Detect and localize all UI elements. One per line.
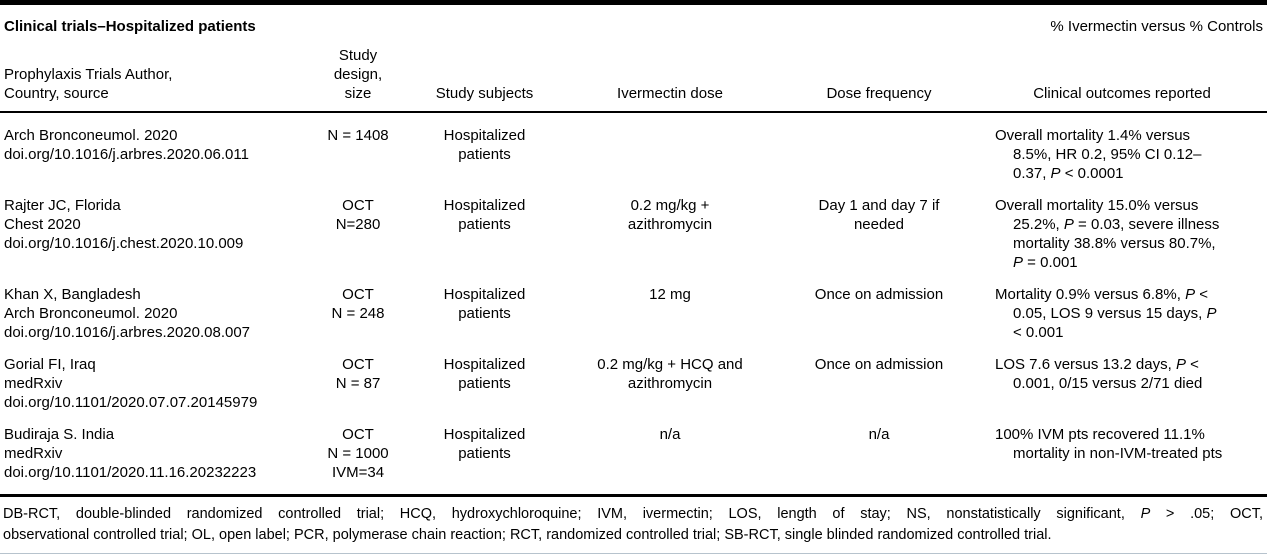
frequency-cell: Once on admission [814, 286, 944, 303]
page-edge-line [0, 553, 1267, 554]
outcomes-cell: Overall mortality 1.4% versus 8.5%, HR 0… [995, 127, 1202, 182]
dose-cell [561, 112, 779, 183]
dose-cell: 12 mg [649, 286, 691, 303]
outcomes-cell: 100% IVM pts recovered 11.1% mortality i… [979, 412, 1267, 497]
column-header-study-design-size: Study design, size [308, 36, 408, 113]
frequency-cell: n/a [779, 412, 979, 497]
study-row-khan: Khan X, Bangladesh Arch Bronconeumol. 20… [0, 272, 1267, 342]
design-cell: OCT N = 248 [331, 286, 385, 322]
source-cell: Budiraja S. India medRxiv doi.org/10.110… [0, 412, 308, 497]
outcomes-cell: Mortality 0.9% versus 6.8%, P < 0.05, LO… [995, 286, 1217, 341]
column-header-author-source: Prophylaxis Trials Author, Country, sour… [0, 36, 308, 113]
subjects-cell: Hospitalized patients [443, 197, 526, 233]
dose-cell: 0.2 mg/kg + HCQ and azithromycin [597, 356, 743, 392]
study-row-gorial: Gorial FI, Iraq medRxiv doi.org/10.1101/… [0, 342, 1267, 412]
footnote-line: observational controlled trial; OL, open… [3, 527, 1052, 543]
column-header-clinical-outcomes: Clinical outcomes reported [979, 36, 1267, 113]
source-cell: Khan X, Bangladesh Arch Bronconeumol. 20… [4, 286, 251, 341]
design-cell: OCT N = 1000 IVM=34 [308, 412, 408, 497]
abbreviations-footnote: DB-RCT, double-blinded randomized contro… [0, 497, 1267, 546]
outcomes-cell: Overall mortality 15.0% versus 25.2%, P … [995, 197, 1220, 271]
design-cell: N = 1408 [327, 127, 389, 144]
frequency-cell: Once on admission [814, 356, 944, 373]
dose-cell: 0.2 mg/kg + azithromycin [627, 197, 713, 233]
table-header: Prophylaxis Trials Author, Country, sour… [0, 36, 1267, 113]
table-title: Clinical trials–Hospitalized patients [4, 18, 256, 35]
outcomes-cell: LOS 7.6 versus 13.2 days, P < 0.001, 0/1… [995, 356, 1203, 392]
subjects-cell: Hospitalized patients [443, 286, 526, 322]
study-row-rajter: Rajter JC, Florida Chest 2020 doi.org/10… [0, 183, 1267, 272]
dose-cell: n/a [561, 412, 779, 497]
study-row-budiraja: Budiraja S. India medRxiv doi.org/10.110… [0, 412, 1267, 497]
clinical-trials-table: Prophylaxis Trials Author, Country, sour… [0, 36, 1267, 497]
design-cell: OCT N = 87 [335, 356, 381, 392]
column-header-study-subjects: Study subjects [408, 36, 561, 113]
design-cell: OCT N=280 [335, 197, 381, 233]
column-header-ivermectin-dose: Ivermectin dose [561, 36, 779, 113]
footnote-line: DB-RCT, double-blinded randomized contro… [3, 506, 1263, 522]
frequency-cell [779, 112, 979, 183]
comparison-note: % Ivermectin versus % Controls [1050, 18, 1263, 35]
subjects-cell: Hospitalized patients [443, 356, 526, 392]
source-cell: Rajter JC, Florida Chest 2020 doi.org/10… [4, 197, 244, 252]
table-caption-row: Clinical trials–Hospitalized patients % … [0, 5, 1267, 36]
frequency-cell: Day 1 and day 7 if needed [818, 197, 940, 233]
top-rule [0, 0, 1267, 5]
source-cell: Arch Bronconeumol. 2020 doi.org/10.1016/… [4, 127, 249, 163]
column-header-dose-frequency: Dose frequency [779, 36, 979, 113]
study-row-arch-bronconeumol: Arch Bronconeumol. 2020 doi.org/10.1016/… [0, 112, 1267, 183]
source-cell: Gorial FI, Iraq medRxiv doi.org/10.1101/… [4, 356, 258, 411]
subjects-cell: Hospitalized patients [443, 127, 526, 163]
subjects-cell: Hospitalized patients [408, 412, 561, 497]
